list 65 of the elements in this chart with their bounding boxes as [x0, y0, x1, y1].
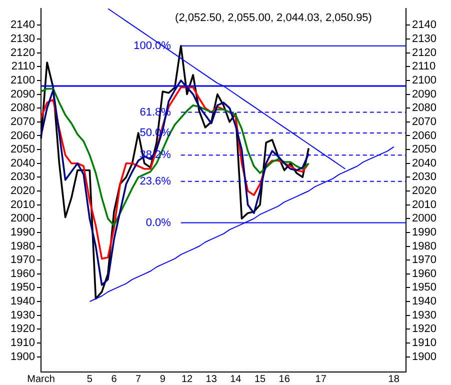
y-tick-label: 2000	[10, 212, 35, 225]
y2-tick-label: 2050	[412, 144, 436, 156]
y-tick-label: 2080	[10, 102, 35, 114]
y-tick-label: 2070	[10, 116, 35, 128]
y-tick-label: 2110	[11, 60, 35, 73]
y-tick-label: 2090	[10, 88, 35, 100]
y2-tick-label: 2130	[412, 33, 436, 46]
y-tick-label: 2020	[10, 185, 35, 198]
y2-tick-label: 2060	[412, 130, 436, 142]
y2-tick-label: 1990	[412, 226, 436, 238]
y-tick-label: 1940	[10, 296, 35, 308]
y2-tick-label: 2040	[412, 157, 436, 170]
x-tick-label: 17	[315, 374, 327, 385]
y-tick-label: 2010	[10, 198, 35, 211]
x-tick-label: 5	[86, 374, 93, 385]
y-tick-label: 2050	[10, 144, 35, 156]
x-tick-label: 18	[388, 374, 400, 385]
y2-tick-label: 2110	[412, 60, 436, 73]
y2-tick-label: 2140	[412, 19, 436, 32]
y-tick-label: 2100	[10, 74, 35, 86]
y2-tick-label: 1940	[412, 296, 436, 308]
series-label: 23.6%	[140, 175, 172, 188]
x-tick-label: 9	[160, 374, 166, 385]
y2-tick-label: 2120	[412, 46, 436, 59]
y-tick-label: 1990	[10, 226, 35, 238]
series-label: 0.0%	[146, 216, 172, 229]
y-tick-label: 2120	[10, 46, 35, 59]
y-tick-label: 2140	[10, 19, 35, 32]
y-tick-label: 1980	[10, 240, 35, 252]
x-tick-label: 7	[136, 374, 142, 385]
y-tick-label: 1970	[10, 254, 35, 266]
y-tick-label: 1920	[10, 323, 35, 336]
y-tick-label: 2030	[10, 171, 35, 184]
y2-tick-label: 2010	[412, 198, 436, 211]
y2-tick-label: 1900	[412, 350, 436, 363]
y2-tick-label: 1980	[412, 240, 436, 252]
y-tick-label: 2130	[10, 33, 35, 46]
y-tick-label: 1900	[10, 350, 35, 363]
y2-tick-label: 1930	[412, 309, 436, 322]
y2-tick-label: 1960	[412, 268, 436, 280]
x-tick-label: 6	[111, 374, 118, 385]
y-tick-label: 1960	[10, 268, 35, 280]
y-tick-label: 1950	[10, 282, 35, 294]
x-tick-label: 12	[181, 374, 193, 385]
y2-tick-label: 2030	[412, 171, 436, 184]
x-tick-label: 13	[206, 374, 218, 385]
y2-tick-label: 2090	[412, 88, 436, 100]
y2-tick-label: 2100	[412, 74, 436, 86]
y2-tick-label: 2070	[412, 116, 436, 128]
y-tick-label: 1930	[10, 309, 35, 322]
x-tick-label: 16	[278, 374, 290, 385]
x-tick-label: 14	[230, 374, 242, 385]
y-tick-label: 2060	[10, 130, 35, 142]
y2-tick-label: 1910	[412, 337, 436, 350]
chart-title: (2,052.50, 2,055.00, 2,044.03, 2,050.95)	[175, 12, 372, 24]
y-tick-label: 2040	[10, 157, 35, 170]
y2-tick-label: 1950	[412, 282, 436, 294]
x-tick-label: March	[27, 374, 55, 385]
y2-tick-label: 2020	[412, 185, 436, 198]
y2-tick-label: 1970	[412, 254, 436, 266]
y2-tick-label: 1920	[412, 323, 436, 336]
x-tick-label: 15	[254, 374, 266, 385]
y-tick-label: 1910	[10, 337, 35, 350]
y2-tick-label: 2000	[412, 212, 436, 225]
y2-tick-label: 2080	[412, 102, 436, 114]
